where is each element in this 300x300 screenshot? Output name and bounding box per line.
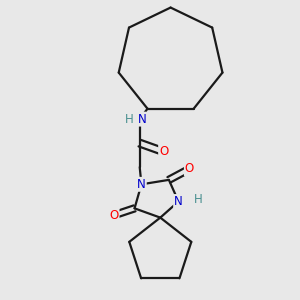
Text: N: N: [137, 112, 146, 126]
Text: O: O: [159, 145, 168, 158]
Text: H: H: [125, 112, 134, 126]
Text: H: H: [194, 193, 203, 206]
Text: O: O: [185, 162, 194, 176]
Text: O: O: [109, 209, 119, 222]
Text: N: N: [137, 178, 146, 191]
Text: N: N: [174, 195, 183, 208]
